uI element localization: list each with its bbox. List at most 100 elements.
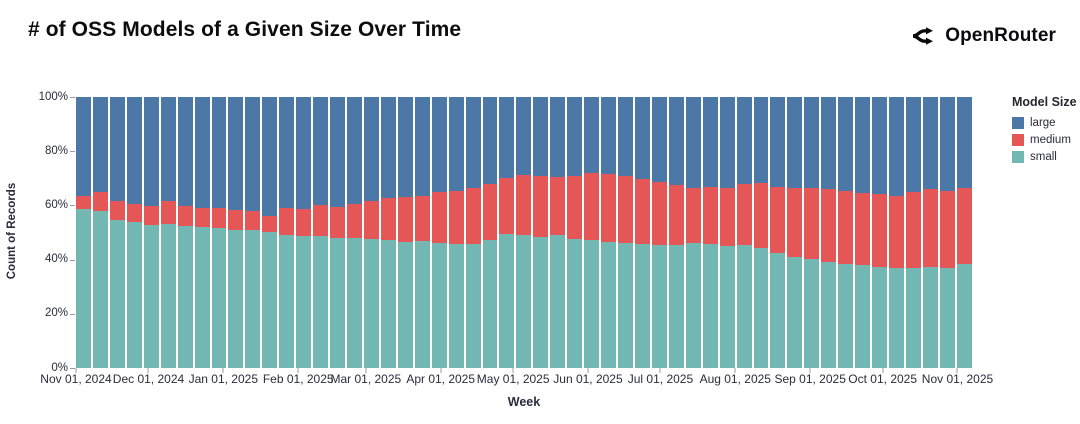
bar-segment-large [838, 97, 854, 192]
stacked-bar [296, 97, 312, 368]
bar-segment-small [380, 240, 396, 368]
bar-segment-large [939, 97, 955, 192]
x-axis-tick [809, 368, 811, 373]
brand-name: OpenRouter [945, 25, 1056, 46]
bar-segment-medium [313, 205, 329, 236]
bar-segment-small [905, 267, 921, 368]
bar-segment-large [753, 97, 769, 184]
bar-segment-small [939, 267, 955, 368]
bar-segment-large [397, 97, 413, 197]
legend-title: Model Size [1012, 95, 1077, 109]
bar-segment-large [126, 97, 142, 204]
bar-segment-medium [380, 197, 396, 241]
stacked-bar [482, 97, 498, 368]
bar-segment-medium [465, 188, 481, 244]
bar-segment-small [550, 235, 566, 368]
y-axis-tick [70, 368, 75, 369]
bar-segment-medium [821, 189, 837, 263]
bar-segment-medium [347, 203, 362, 239]
y-axis-tick [70, 97, 75, 98]
stacked-bar [787, 97, 803, 368]
bar-segment-medium [228, 209, 244, 230]
bar-segment-small [787, 256, 803, 368]
bar-segment-small [922, 266, 938, 368]
bar-segment-small [313, 235, 329, 368]
bar-segment-large [347, 97, 362, 204]
bar-segment-medium [296, 208, 312, 237]
bar-segment-medium [550, 176, 566, 236]
stacked-bar [143, 97, 159, 368]
bar-segment-large [956, 97, 972, 189]
stacked-bar [634, 97, 650, 368]
y-axis-label: 60% [44, 198, 68, 211]
stacked-bar [905, 97, 921, 368]
bar-segment-large [787, 97, 803, 188]
bar-segment-medium [262, 216, 278, 233]
stacked-bar [211, 97, 227, 368]
bar-segment-small [465, 243, 481, 368]
x-axis-label: Oct 01, 2025 [848, 372, 918, 386]
bar-segment-large [76, 97, 91, 196]
legend-label-small: small [1030, 151, 1057, 163]
bar-segment-medium [719, 187, 735, 246]
bar-segment-small [821, 262, 837, 368]
bar-segment-large [109, 97, 125, 202]
bar-segment-medium [804, 187, 820, 259]
x-axis-label: Apr 01, 2025 [406, 372, 476, 386]
bar-segment-medium [922, 189, 938, 267]
bar-segment-medium [939, 191, 955, 268]
bar-segment-small [499, 233, 515, 368]
bar-segment-large [651, 97, 667, 183]
x-axis-label: Nov 01, 2024 [40, 372, 112, 386]
bar-segment-small [889, 267, 904, 368]
bar-segment-large [601, 97, 616, 175]
stacked-bar [363, 97, 379, 368]
bar-segment-small [431, 243, 447, 368]
bar-segment-medium [397, 196, 413, 242]
bar-segment-medium [92, 191, 108, 211]
y-axis-label: 0% [51, 361, 68, 374]
bar-segment-small [262, 232, 278, 368]
bar-segment-medium [143, 205, 159, 226]
x-axis-tick [882, 368, 884, 373]
bar-segment-large [855, 97, 871, 194]
bar-segment-large [584, 97, 600, 174]
x-axis-tick [587, 368, 589, 373]
bar-segment-small [347, 238, 362, 368]
x-axis-label: Sep 01, 2025 [774, 372, 846, 386]
bar-segment-small [533, 236, 549, 368]
bar-segment-medium [448, 191, 464, 245]
bar-segment-large [313, 97, 329, 206]
bar-segment-small [92, 210, 108, 368]
bar-segment-small [838, 263, 854, 368]
stacked-bar [76, 97, 91, 368]
bar-segment-large [431, 97, 447, 192]
bar-segment-small [736, 244, 752, 368]
bar-segment-small [177, 225, 193, 368]
bar-segment-small [584, 240, 600, 368]
x-axis-label: Nov 01, 2025 [921, 372, 994, 386]
bar-segment-large [770, 97, 786, 187]
bar-segment-medium [194, 207, 210, 228]
bar-segment-small [211, 228, 227, 368]
bar-segment-small [482, 240, 498, 368]
bar-segment-small [601, 242, 616, 368]
x-axis-tick [512, 368, 514, 373]
bar-segment-large [618, 97, 633, 176]
stacked-bar [804, 97, 820, 368]
stacked-bar [177, 97, 193, 368]
bar-segment-small [448, 244, 464, 368]
bar-segment-small [76, 209, 91, 368]
bar-segment-small [245, 230, 261, 368]
legend: Model Size large medium small [1012, 95, 1077, 168]
stacked-bar [228, 97, 244, 368]
stacked-bar [719, 97, 735, 368]
y-axis-tick [70, 205, 75, 207]
bar-segment-small [228, 229, 244, 368]
stacked-bar [313, 97, 329, 368]
stacked-bar [567, 97, 583, 368]
bar-segment-medium [601, 174, 616, 243]
bar-segment-small [956, 264, 972, 368]
bar-segment-large [482, 97, 498, 185]
bar-segment-medium [787, 187, 803, 257]
